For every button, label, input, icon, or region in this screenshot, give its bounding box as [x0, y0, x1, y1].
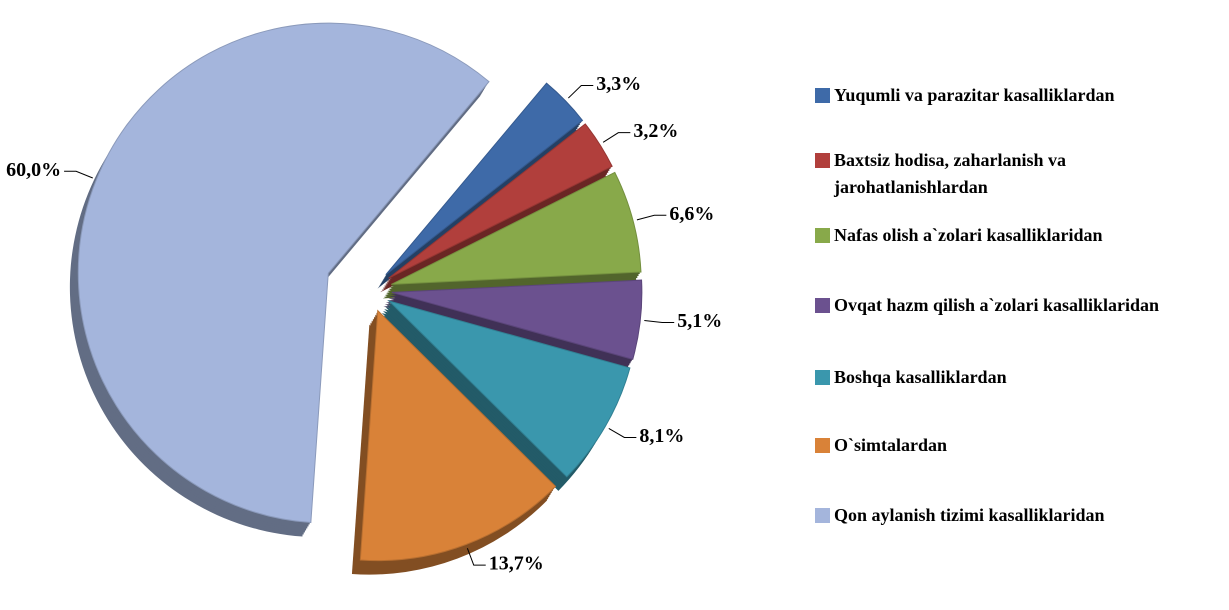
legend-label: Nafas olish a`zolari kasalliklaridan: [834, 225, 1103, 245]
legend-entry: Yuqumli va parazitar kasalliklardan: [815, 82, 1215, 109]
legend-label: Boshqa kasalliklardan: [834, 367, 1007, 387]
slice: [77, 22, 490, 524]
legend-entry: Qon aylanish tizimi kasalliklaridan: [815, 502, 1215, 529]
legend-entry: O`simtalardan: [815, 432, 1215, 459]
data-label: 6,6%: [669, 203, 714, 225]
data-label: 60,0%: [6, 159, 61, 181]
leader-line: [608, 427, 637, 438]
slice: [387, 300, 631, 478]
legend-label: Ovqat hazm qilish a`zolari kasalliklarid…: [834, 295, 1160, 315]
legend-label: Yuqumli va parazitar kasalliklardan: [834, 85, 1115, 105]
legend-swatch: [815, 298, 830, 313]
leader-line: [636, 214, 667, 221]
leader-line: [466, 548, 486, 566]
leader-line: [64, 170, 93, 179]
legend-label: O`simtalardan: [834, 435, 948, 455]
slice: [385, 82, 584, 276]
legend-swatch: [815, 508, 830, 523]
slice: [391, 279, 643, 360]
data-label: 8,1%: [639, 425, 684, 447]
legend-swatch: [815, 88, 830, 103]
data-label: 5,1%: [677, 310, 722, 332]
data-label: 3,3%: [596, 73, 641, 95]
slice: [388, 123, 613, 279]
leader-line: [644, 319, 675, 323]
legend-label: Qon aylanish tizimi kasalliklaridan: [834, 505, 1105, 525]
legend-entry: Ovqat hazm qilish a`zolari kasalliklarid…: [815, 292, 1215, 319]
legend-entry: Baxtsiz hodisa, zaharlanish va jarohatla…: [815, 147, 1215, 201]
data-label: 3,2%: [633, 120, 678, 142]
data-label: 13,7%: [489, 553, 544, 575]
slice: [359, 309, 557, 562]
legend-swatch: [815, 370, 830, 385]
legend-swatch: [815, 228, 830, 243]
legend-entry: Nafas olish a`zolari kasalliklaridan: [815, 222, 1215, 249]
leader-line: [602, 132, 631, 143]
leader-line: [567, 85, 594, 99]
legend-label: Baxtsiz hodisa, zaharlanish va jarohatla…: [834, 150, 1067, 197]
slice: [391, 171, 642, 285]
legend-swatch: [815, 438, 830, 453]
legend-entry: Boshqa kasalliklardan: [815, 364, 1215, 391]
legend-swatch: [815, 153, 830, 168]
